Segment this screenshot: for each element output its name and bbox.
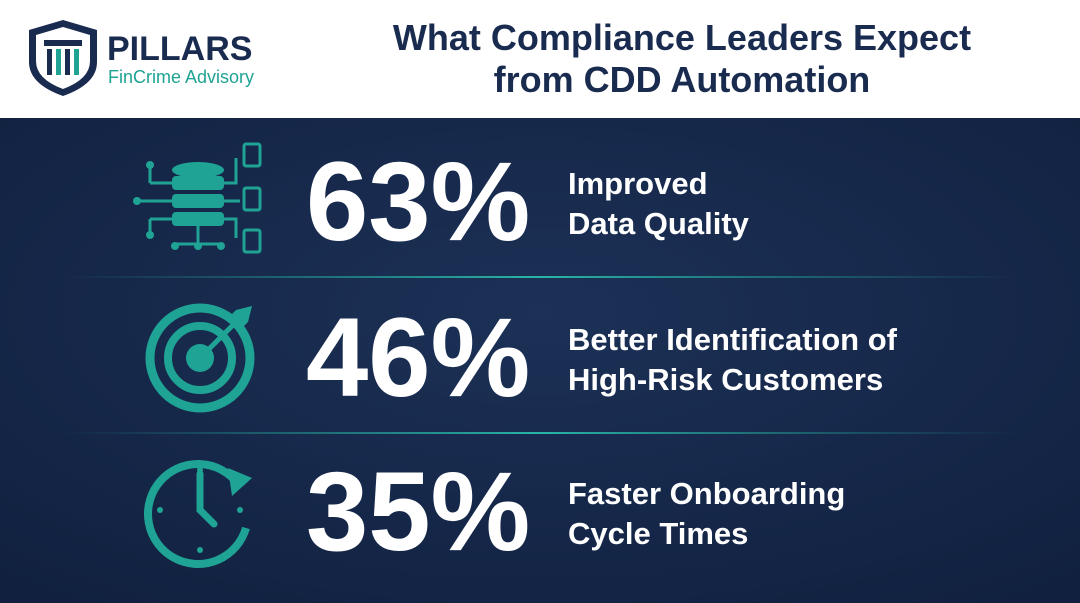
stat-value: 35% [306, 449, 530, 574]
logo-shield [29, 20, 97, 96]
header-bg [0, 0, 1080, 118]
stat-label: Better Identification of [568, 322, 898, 357]
body-bg [0, 118, 1080, 603]
stat-label: Improved [568, 166, 708, 201]
title-line: What Compliance Leaders Expect [393, 17, 971, 58]
clock-icon [144, 460, 252, 568]
stat-label: Data Quality [568, 206, 750, 241]
database-icon [133, 142, 262, 254]
stat-value: 63% [306, 139, 530, 264]
separator [60, 432, 1020, 434]
brand: PILLARS [107, 30, 252, 68]
tagline: FinCrime Advisory [108, 67, 254, 87]
stat-label: Faster Onboarding [568, 476, 845, 511]
stat-label: Cycle Times [568, 516, 748, 551]
stat-label: High-Risk Customers [568, 362, 883, 397]
target-icon [145, 303, 255, 413]
separator [60, 276, 1020, 278]
title-line: from CDD Automation [494, 59, 871, 100]
stat-value: 46% [306, 295, 530, 420]
